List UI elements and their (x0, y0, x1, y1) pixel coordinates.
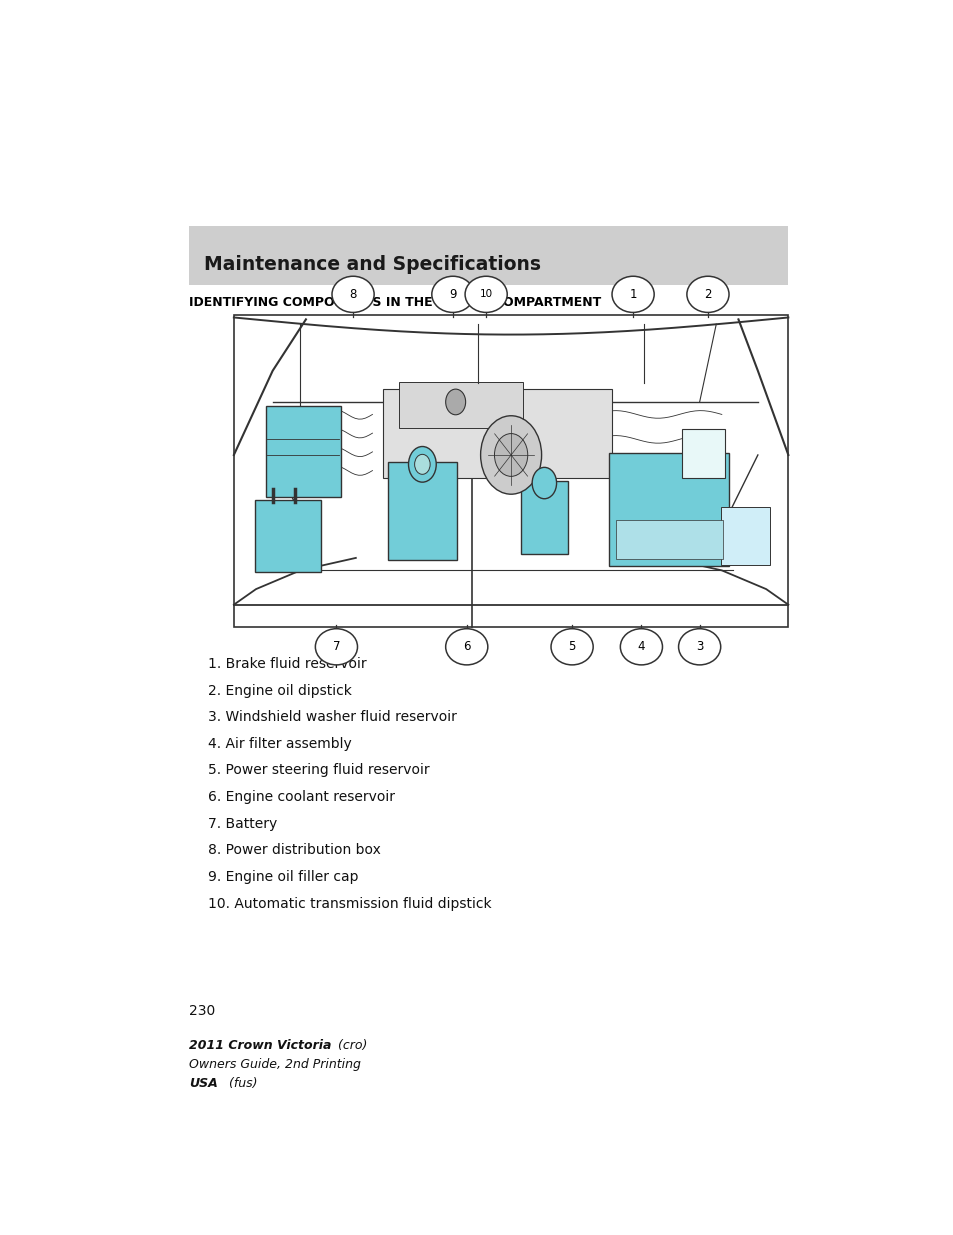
Ellipse shape (678, 629, 720, 664)
FancyBboxPatch shape (399, 383, 522, 427)
FancyBboxPatch shape (609, 453, 728, 566)
Text: 5: 5 (568, 640, 576, 653)
Ellipse shape (551, 629, 593, 664)
Circle shape (494, 433, 527, 477)
FancyBboxPatch shape (382, 389, 611, 478)
Text: 6: 6 (462, 640, 470, 653)
Text: 1: 1 (629, 288, 637, 301)
Text: 3. Windshield washer fluid reservoir: 3. Windshield washer fluid reservoir (208, 710, 456, 724)
Text: 8: 8 (349, 288, 356, 301)
Text: 230: 230 (190, 1004, 215, 1018)
Ellipse shape (686, 277, 728, 312)
Text: 10: 10 (479, 289, 492, 299)
FancyBboxPatch shape (233, 315, 787, 626)
FancyBboxPatch shape (681, 429, 724, 478)
FancyBboxPatch shape (265, 406, 340, 498)
FancyBboxPatch shape (720, 508, 769, 566)
Text: 4: 4 (637, 640, 644, 653)
Text: 2. Engine oil dipstick: 2. Engine oil dipstick (208, 684, 352, 698)
FancyBboxPatch shape (190, 226, 787, 285)
Text: IDENTIFYING COMPONENTS IN THE ENGINE COMPARTMENT: IDENTIFYING COMPONENTS IN THE ENGINE COM… (190, 295, 601, 309)
Text: USA: USA (190, 1077, 218, 1091)
Text: 7: 7 (333, 640, 340, 653)
Text: 3: 3 (696, 640, 702, 653)
Text: 1. Brake fluid reservoir: 1. Brake fluid reservoir (208, 657, 366, 671)
FancyBboxPatch shape (387, 462, 456, 559)
Circle shape (532, 467, 556, 499)
Text: Owners Guide, 2nd Printing: Owners Guide, 2nd Printing (190, 1058, 361, 1071)
Text: Maintenance and Specifications: Maintenance and Specifications (204, 254, 540, 274)
Text: 4. Air filter assembly: 4. Air filter assembly (208, 737, 352, 751)
Ellipse shape (332, 277, 374, 312)
Text: 10. Automatic transmission fluid dipstick: 10. Automatic transmission fluid dipstic… (208, 897, 491, 910)
Text: (cro): (cro) (334, 1039, 367, 1052)
Text: 9. Engine oil filler cap: 9. Engine oil filler cap (208, 869, 358, 884)
Ellipse shape (619, 629, 661, 664)
Text: 6. Engine coolant reservoir: 6. Engine coolant reservoir (208, 790, 395, 804)
Text: 8. Power distribution box: 8. Power distribution box (208, 844, 380, 857)
Ellipse shape (432, 277, 474, 312)
FancyBboxPatch shape (254, 500, 321, 572)
FancyBboxPatch shape (615, 520, 721, 559)
Text: 9: 9 (449, 288, 456, 301)
Text: (fus): (fus) (225, 1077, 257, 1091)
FancyBboxPatch shape (520, 482, 567, 553)
Text: 2011 Crown Victoria: 2011 Crown Victoria (190, 1039, 332, 1052)
Circle shape (445, 389, 465, 415)
Ellipse shape (445, 629, 487, 664)
Circle shape (415, 454, 430, 474)
Circle shape (408, 447, 436, 482)
Text: 5. Power steering fluid reservoir: 5. Power steering fluid reservoir (208, 763, 429, 778)
Ellipse shape (612, 277, 654, 312)
Text: 2: 2 (703, 288, 711, 301)
Text: 7. Battery: 7. Battery (208, 816, 277, 831)
Ellipse shape (315, 629, 357, 664)
Circle shape (480, 416, 541, 494)
Ellipse shape (465, 277, 507, 312)
